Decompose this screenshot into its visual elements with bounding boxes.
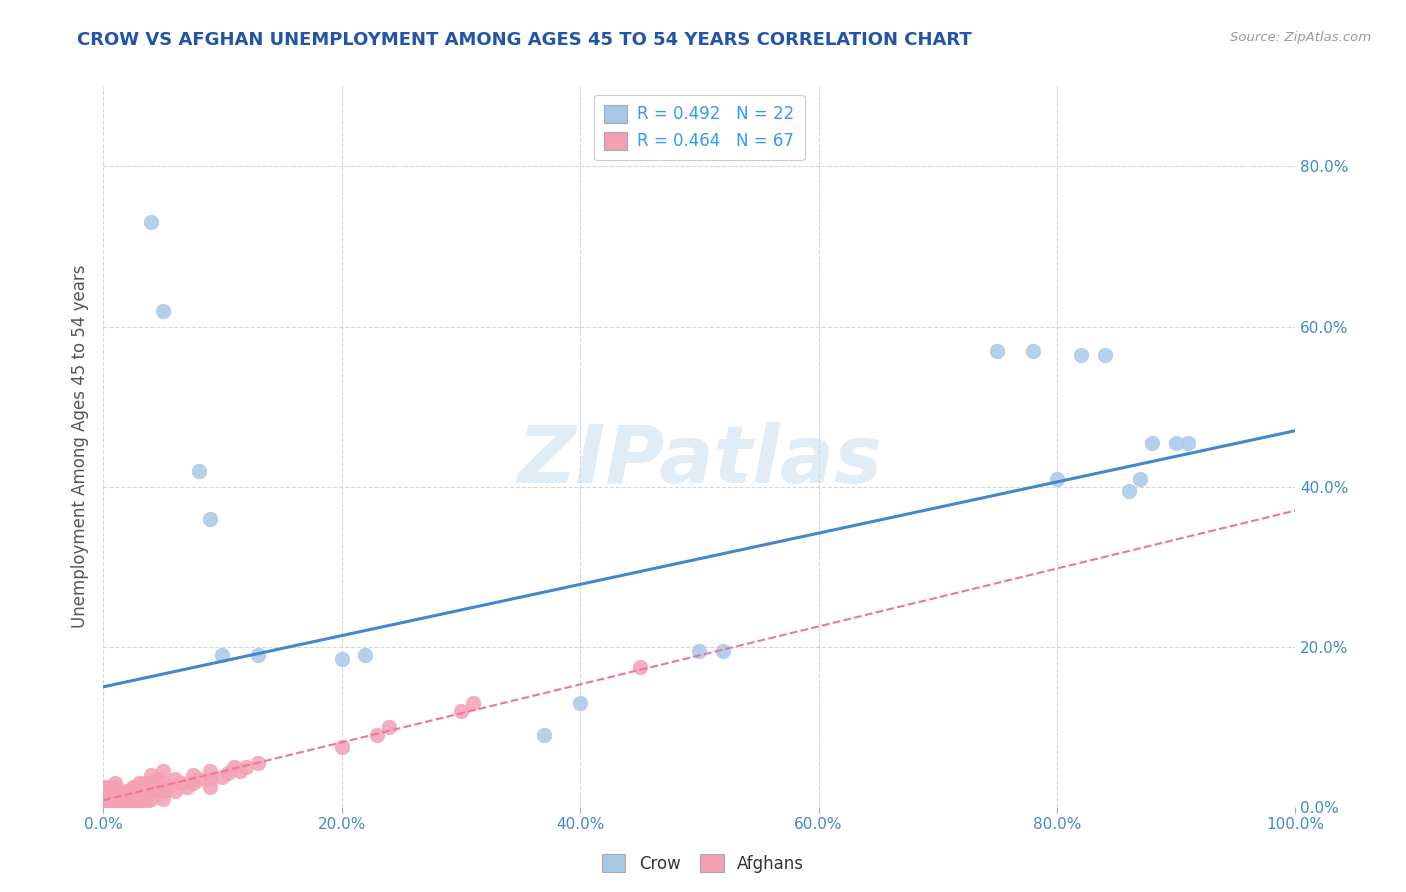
Point (98, 788, 121, 802)
Point (569, 696, 592, 710)
Point (152, 776, 174, 790)
Point (139, 215, 162, 229)
Point (1046, 472, 1069, 486)
Point (461, 696, 484, 710)
Point (134, 796, 156, 810)
Point (122, 780, 145, 794)
Text: ZIPatlas: ZIPatlas (517, 422, 882, 500)
Point (115, 792, 138, 806)
Point (104, 796, 127, 810)
Point (110, 784, 132, 798)
Point (247, 756, 270, 770)
Text: CROW VS AFGHAN UNEMPLOYMENT AMONG AGES 45 TO 54 YEARS CORRELATION CHART: CROW VS AFGHAN UNEMPLOYMENT AMONG AGES 4… (77, 31, 972, 49)
Point (366, 728, 388, 742)
Point (98, 792, 121, 806)
Point (91, 788, 114, 802)
Point (152, 764, 174, 778)
Point (1142, 435, 1164, 450)
Point (628, 660, 651, 674)
Point (128, 776, 150, 790)
Point (128, 784, 150, 798)
Y-axis label: Unemployment Among Ages 45 to 54 years: Unemployment Among Ages 45 to 54 years (72, 265, 89, 629)
Point (200, 512, 222, 526)
Point (110, 792, 132, 806)
Point (146, 772, 169, 786)
Point (200, 780, 222, 794)
Point (98, 780, 121, 794)
Point (181, 768, 204, 782)
Point (224, 760, 246, 774)
Point (104, 780, 127, 794)
Point (211, 648, 233, 662)
Point (115, 796, 138, 810)
Point (354, 648, 377, 662)
Point (176, 780, 198, 794)
Point (122, 788, 145, 802)
Point (187, 464, 209, 478)
Point (217, 766, 239, 780)
Point (163, 772, 186, 786)
Point (1118, 483, 1140, 498)
Point (104, 788, 127, 802)
Point (152, 303, 174, 318)
Point (91, 784, 114, 798)
Point (128, 796, 150, 810)
Point (330, 652, 353, 666)
Point (91, 780, 114, 794)
Point (169, 776, 191, 790)
Point (157, 780, 180, 794)
Point (91, 796, 114, 810)
Point (128, 792, 150, 806)
Point (139, 784, 162, 798)
Point (1166, 435, 1188, 450)
Point (104, 784, 127, 798)
Point (98, 796, 121, 810)
Point (235, 760, 257, 774)
Point (200, 764, 222, 778)
Point (152, 792, 174, 806)
Point (330, 739, 353, 754)
Point (1022, 343, 1045, 358)
Point (1129, 472, 1152, 486)
Point (134, 788, 156, 802)
Point (1177, 435, 1199, 450)
Point (104, 776, 127, 790)
Point (122, 792, 145, 806)
Point (110, 796, 132, 810)
Point (378, 720, 401, 734)
Point (986, 343, 1008, 358)
Point (139, 768, 162, 782)
Point (247, 648, 270, 662)
Point (181, 776, 204, 790)
Legend: R = 0.492   N = 22, R = 0.464   N = 67: R = 0.492 N = 22, R = 0.464 N = 67 (593, 95, 804, 161)
Point (134, 776, 156, 790)
Point (163, 784, 186, 798)
Point (122, 784, 145, 798)
Point (450, 704, 472, 718)
Point (104, 792, 127, 806)
Point (139, 780, 162, 794)
Point (229, 764, 252, 778)
Point (1070, 348, 1092, 362)
Point (146, 784, 169, 798)
Point (187, 772, 209, 786)
Point (139, 792, 162, 806)
Point (152, 784, 174, 798)
Text: Source: ZipAtlas.com: Source: ZipAtlas.com (1230, 31, 1371, 45)
Legend: Crow, Afghans: Crow, Afghans (595, 847, 811, 880)
Point (128, 780, 150, 794)
Point (1094, 348, 1116, 362)
Point (688, 644, 710, 658)
Point (711, 644, 734, 658)
Point (122, 796, 145, 810)
Point (533, 728, 555, 742)
Point (91, 792, 114, 806)
Point (115, 784, 138, 798)
Point (211, 770, 233, 784)
Point (200, 772, 222, 786)
